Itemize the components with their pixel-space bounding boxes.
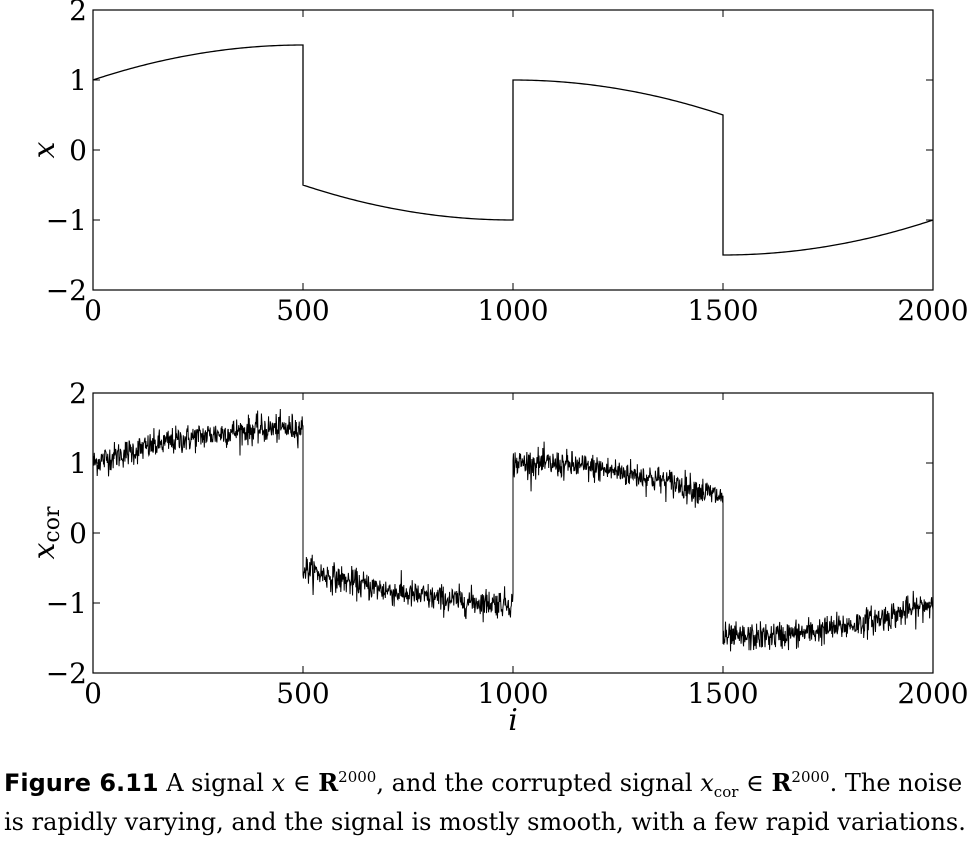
y-axis-label: xcor [27, 506, 65, 559]
math-in-2: ∈ [746, 769, 764, 797]
x-tick-label: 1500 [687, 294, 758, 327]
corrupted-signal-line [92, 408, 934, 652]
x-tick-labels: 0 500 1000 1500 2000 [84, 677, 969, 710]
corrupted-signal-plot: −2 −1 0 1 2 0 500 1000 1500 2000 xcor i [27, 377, 969, 738]
math-xcor: x [700, 769, 714, 797]
x-tick-labels: 0 500 1000 1500 2000 [84, 294, 969, 327]
y-tick-label: 0 [69, 517, 87, 550]
y-tick-labels: −2 −1 0 1 2 [46, 0, 87, 307]
math-dim-1: 2000 [338, 768, 377, 786]
x-tick-label: 1000 [477, 294, 548, 327]
clean-signal-plot: −2 −1 0 1 2 0 500 1000 1500 2000 x [27, 0, 969, 327]
y-tick-label: 1 [69, 447, 87, 480]
math-x: x [271, 769, 286, 797]
x-tick-label: 1000 [477, 677, 548, 710]
math-cor-sub: cor [713, 782, 739, 801]
x-tick-label: 0 [84, 677, 102, 710]
y-tick-labels: −2 −1 0 1 2 [46, 377, 87, 690]
x-tick-label: 2000 [897, 294, 968, 327]
y-tick-label: −1 [46, 204, 87, 237]
x-tick-label: 500 [276, 294, 329, 327]
x-axis-label: i [508, 703, 518, 738]
caption-text-2: , and the corrupted signal [376, 769, 693, 797]
figure-caption: Figure 6.11 A signal x ∈ R2000, and the … [4, 762, 976, 837]
math-in-1: ∈ [292, 769, 311, 797]
y-tick-label: 2 [69, 377, 87, 410]
x-tick-label: 1500 [687, 677, 758, 710]
math-dim-2: 2000 [791, 768, 830, 786]
x-tick-label: 2000 [897, 677, 968, 710]
caption-text-3: . The noise is rapidly varying, and the … [4, 769, 966, 836]
y-tick-label: −2 [46, 274, 87, 307]
figure: −2 −1 0 1 2 0 500 1000 1500 2000 x −2 −1 0 1 2 0 500 1… [27, 0, 969, 738]
y-axis-label: x [27, 141, 62, 158]
x-tick-label: 500 [276, 677, 329, 710]
y-tick-label: 0 [69, 134, 87, 167]
y-tick-label: 1 [69, 64, 87, 97]
caption-text-1: A signal [166, 769, 264, 797]
math-reals-1: R [318, 768, 339, 797]
math-reals-2: R [771, 768, 792, 797]
clean-signal-line [92, 44, 934, 256]
y-tick-label: 2 [69, 0, 87, 27]
x-tick-label: 0 [84, 294, 102, 327]
y-tick-label: −1 [46, 587, 87, 620]
figure-label: Figure 6.11 [4, 769, 159, 797]
y-tick-label: −2 [46, 657, 87, 690]
